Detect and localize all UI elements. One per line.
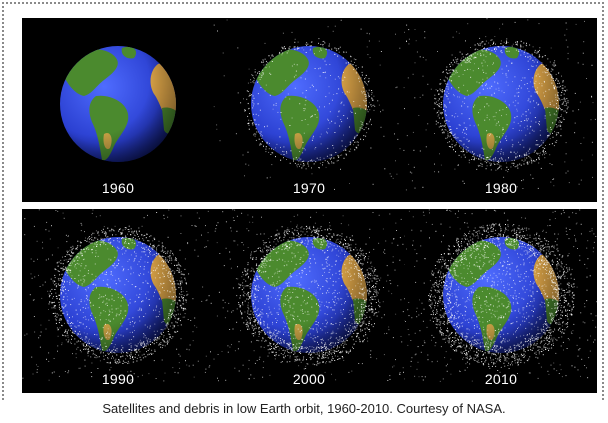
year-label: 1960 <box>101 180 135 196</box>
earth-panel-1980: 1980 <box>405 18 597 202</box>
debris-cloud <box>405 209 597 382</box>
earth-panel-1990: 1990 <box>22 209 214 393</box>
year-label: 2000 <box>292 371 326 387</box>
figure-caption: Satellites and debris in low Earth orbit… <box>0 401 608 416</box>
debris-cloud <box>405 18 596 191</box>
earth-panel-2010: 2010 <box>405 209 597 393</box>
earth-panel-1960: 1960 <box>22 18 214 202</box>
year-label: 1970 <box>292 180 326 196</box>
debris-cloud <box>213 19 405 190</box>
earth-image <box>405 18 596 191</box>
debris-cloud <box>213 209 405 382</box>
earth-panel-1970: 1970 <box>213 18 405 202</box>
year-label: 1980 <box>484 180 518 196</box>
earth-image <box>22 209 214 382</box>
earth-image <box>213 209 405 382</box>
earth-image <box>405 209 597 382</box>
debris-cloud <box>22 209 214 382</box>
year-label: 1990 <box>101 371 135 387</box>
earth-image <box>213 19 405 190</box>
earth-panel-2000: 2000 <box>213 209 405 393</box>
year-label: 2010 <box>484 371 518 387</box>
earth-image <box>60 46 176 162</box>
